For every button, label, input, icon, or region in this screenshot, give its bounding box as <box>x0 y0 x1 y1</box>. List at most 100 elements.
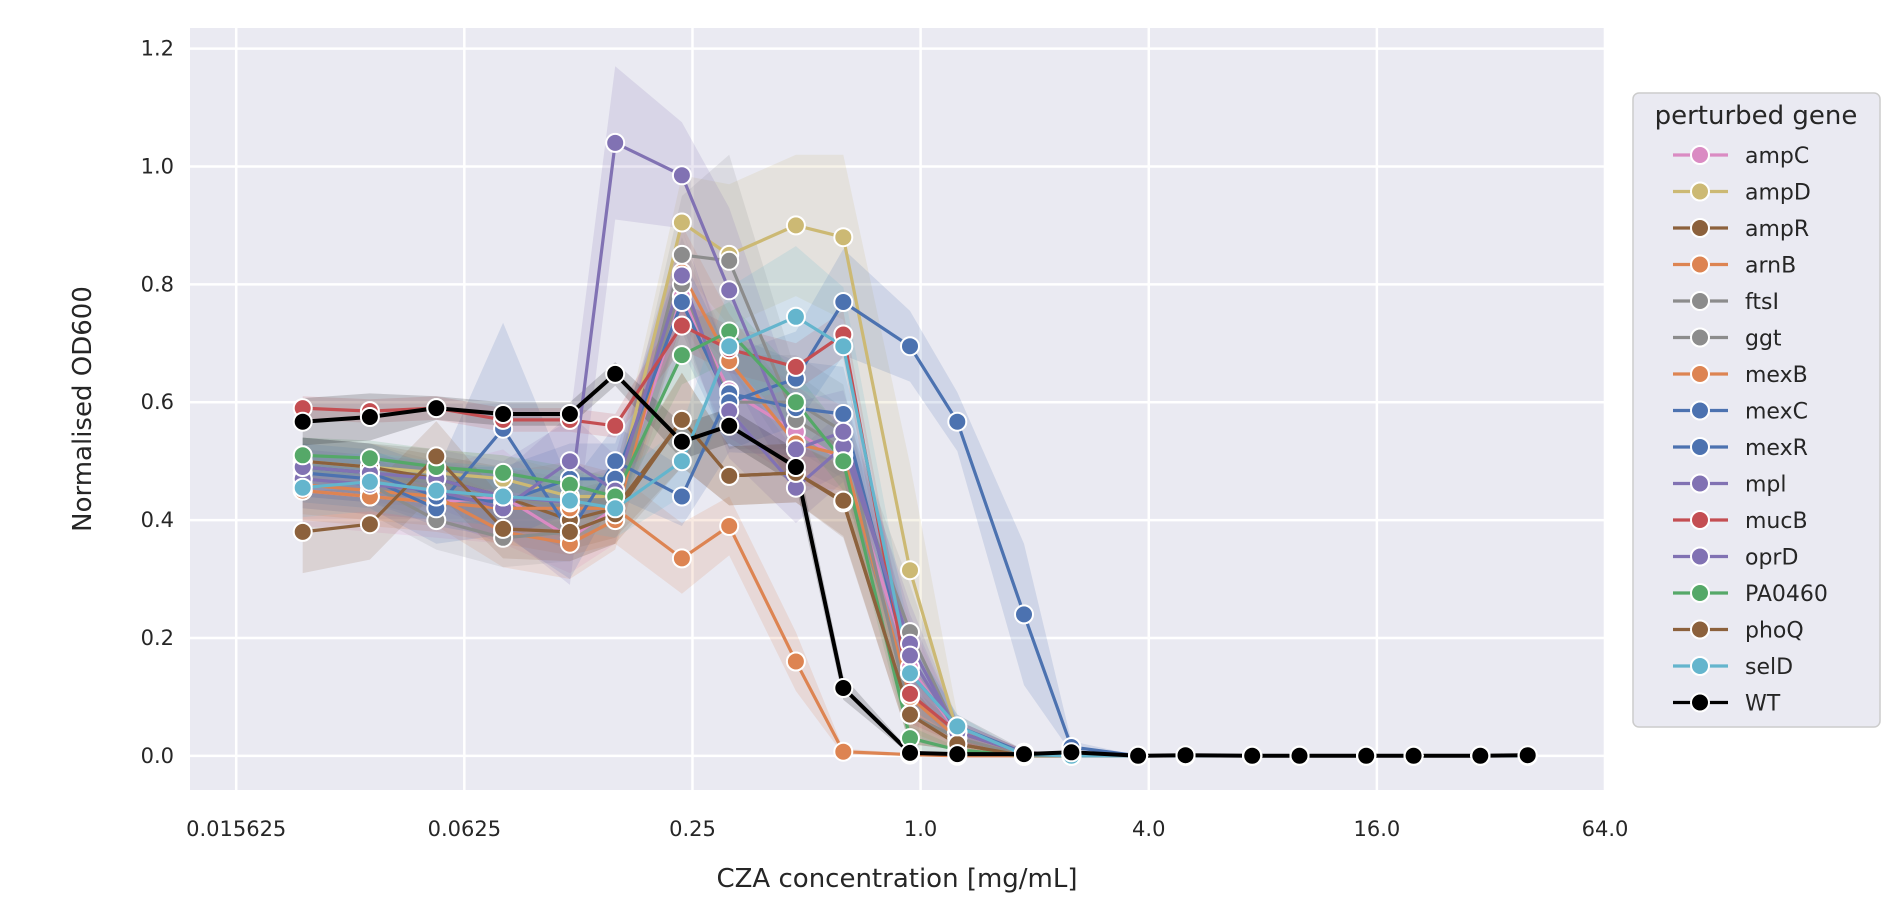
point-phoq <box>900 704 920 725</box>
legend-marker-seld <box>1690 656 1710 676</box>
x-tick-label: 16.0 <box>1353 817 1400 841</box>
legend-marker-ampd <box>1690 181 1710 202</box>
point-wt <box>1061 742 1082 763</box>
point-mexr <box>671 292 692 312</box>
point-pa0460 <box>671 345 692 366</box>
point-seld <box>493 486 514 507</box>
legend-label-pa0460: PA0460 <box>1745 582 1828 607</box>
legend-marker-pa0460 <box>1690 583 1710 603</box>
y-tick-label: 1.2 <box>141 37 174 61</box>
point-oprd <box>719 280 740 301</box>
point-mpl <box>559 451 580 472</box>
point-ftsi <box>671 244 692 265</box>
point-ftsi <box>719 250 740 271</box>
legend-marker-wt <box>1690 692 1710 713</box>
point-wt <box>605 363 626 384</box>
point-wt <box>1403 745 1424 766</box>
point-wt <box>1289 745 1310 766</box>
legend-marker-mucb <box>1690 510 1710 530</box>
legend-label-mexb: mexB <box>1745 363 1808 388</box>
legend-label-wt: WT <box>1745 692 1781 717</box>
point-wt <box>1470 745 1491 766</box>
point-seld <box>900 663 920 684</box>
point-phoq <box>493 518 514 539</box>
point-seld <box>605 498 626 519</box>
point-pa0460 <box>359 448 380 469</box>
point-mexc <box>605 451 626 472</box>
legend-label-ggt: ggt <box>1745 327 1782 352</box>
legend-items: ampC ampD ampR arnB ftsI ggt mexB mexC mexR mpl mu… <box>1673 144 1828 717</box>
legend-marker-ggt <box>1690 327 1710 348</box>
point-mexc <box>833 404 854 424</box>
point-oprd <box>671 165 692 186</box>
point-seld <box>359 471 380 492</box>
point-seld <box>785 306 806 327</box>
point-ampd <box>900 560 920 581</box>
point-wt <box>833 678 854 698</box>
series-markers <box>292 132 1538 766</box>
point-pa0460 <box>833 451 854 472</box>
series-lines <box>302 141 1528 758</box>
legend-marker-ftsi <box>1690 291 1710 311</box>
legend-marker-ampr <box>1690 218 1710 238</box>
legend-marker-mexr <box>1690 437 1710 457</box>
x-tick-label: 0.25 <box>669 817 716 841</box>
legend-marker-arnb <box>1690 254 1710 275</box>
legend-marker-phoq <box>1690 619 1710 640</box>
x-axis-label: CZA concentration [mg/mL] <box>716 864 1077 894</box>
point-pa0460 <box>292 445 313 466</box>
point-oprd <box>605 132 626 153</box>
point-wt <box>1242 745 1263 766</box>
point-wt <box>1175 745 1196 766</box>
band-wt <box>302 362 1528 756</box>
band-mucb <box>302 302 1528 756</box>
point-phoq <box>292 521 313 542</box>
point-phoq <box>426 446 447 467</box>
point-mexb <box>719 516 740 536</box>
legend-label-seld: selD <box>1745 655 1793 680</box>
point-wt <box>900 742 920 763</box>
legend: perturbed gene ampC ampD ampR arnB ftsI ggt me… <box>1632 92 1881 728</box>
point-wt <box>1014 744 1034 765</box>
x-tick-label: 0.0625 <box>428 817 501 841</box>
band-mexb <box>302 461 1528 756</box>
legend-label-mpl: mpl <box>1745 473 1787 498</box>
point-mexr <box>1014 604 1034 625</box>
point-phoq <box>359 514 380 535</box>
point-wt <box>785 457 806 477</box>
legend-label-arnb: arnB <box>1745 254 1796 279</box>
legend-label-mexc: mexC <box>1745 400 1808 425</box>
point-seld <box>426 480 447 501</box>
point-wt <box>426 398 447 419</box>
point-wt <box>292 411 313 432</box>
legend-label-oprd: oprD <box>1745 546 1798 571</box>
point-mexb <box>833 741 854 762</box>
point-wt <box>359 407 380 427</box>
x-tick-label: 0.015625 <box>186 817 286 841</box>
point-wt <box>671 431 692 452</box>
point-mexb <box>671 548 692 569</box>
point-mexr <box>947 411 968 432</box>
legend-marker-mpl <box>1690 473 1710 494</box>
point-pa0460 <box>785 392 806 413</box>
y-tick-label: 0.8 <box>141 272 174 296</box>
legend-marker-ampc <box>1690 145 1710 165</box>
legend-label-ampd: ampD <box>1745 181 1811 206</box>
point-seld <box>559 490 580 511</box>
legend-title: perturbed gene <box>1655 101 1858 131</box>
point-seld <box>833 336 854 357</box>
point-wt <box>1356 745 1377 766</box>
point-mexr <box>900 336 920 357</box>
point-phoq <box>671 409 692 430</box>
legend-marker-mexb <box>1690 364 1710 384</box>
point-oprd <box>785 439 806 460</box>
series-line-wt <box>302 371 1528 758</box>
point-wt <box>493 404 514 424</box>
y-tick-label: 0.0 <box>141 744 174 768</box>
x-tick-label: 1.0 <box>904 817 937 841</box>
point-oprd <box>900 645 920 666</box>
point-mexr <box>833 292 854 312</box>
point-mucb <box>605 415 626 436</box>
